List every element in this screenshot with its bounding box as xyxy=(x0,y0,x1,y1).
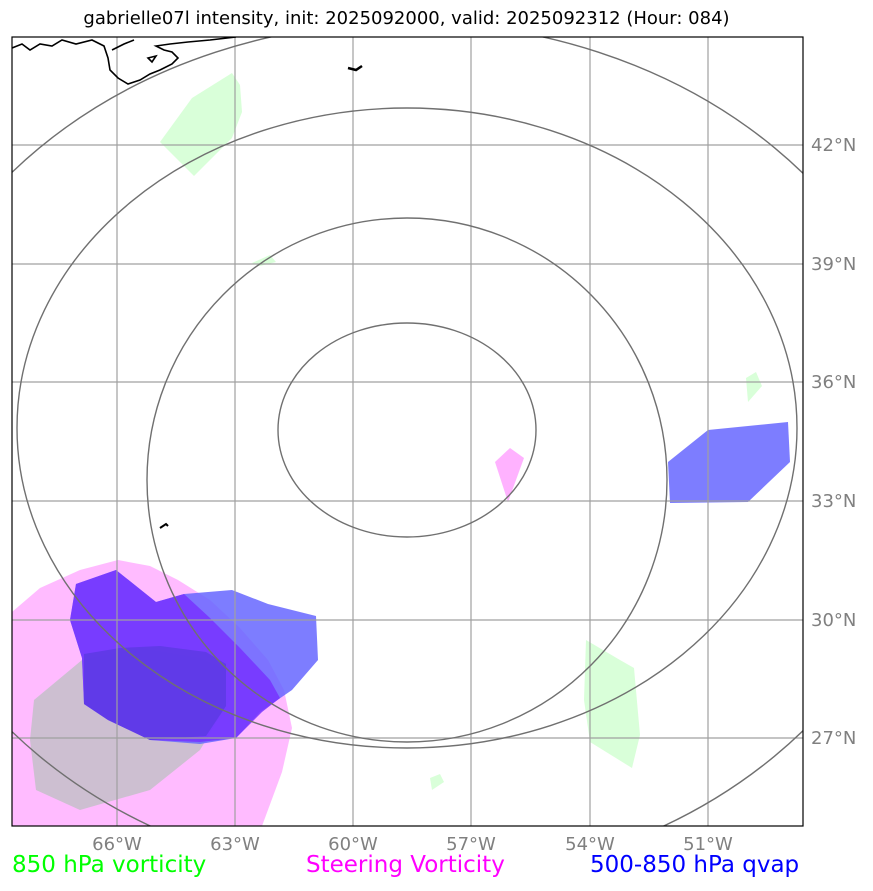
coastline-bermuda xyxy=(159,522,169,529)
vort850-patch-tiny xyxy=(430,774,444,790)
vort850-patch-north xyxy=(160,73,242,176)
range-ring-3 xyxy=(16,107,798,749)
lon-tick-label: 66°W xyxy=(92,834,142,855)
map-plot-area xyxy=(12,37,803,826)
range-rings xyxy=(12,37,803,826)
overlap-dark-patch xyxy=(84,646,226,740)
longitude-ticks: 66°W 63°W 60°W 57°W 54°W 51°W xyxy=(92,834,733,855)
vort850-patch-east xyxy=(746,372,762,402)
lat-tick-label: 36°N xyxy=(811,372,856,393)
range-ring-2 xyxy=(146,217,668,743)
lat-tick-label: 42°N xyxy=(811,135,856,156)
range-ring-1 xyxy=(277,322,537,538)
lat-tick-label: 27°N xyxy=(811,728,856,749)
coastline-sable-island xyxy=(347,64,363,72)
legend-850-vorticity: 850 hPa vorticity xyxy=(12,852,207,878)
lat-tick-label: 30°N xyxy=(811,610,856,631)
latitude-ticks: 27°N 30°N 33°N 36°N 39°N 42°N xyxy=(811,135,856,749)
lat-tick-label: 33°N xyxy=(811,491,856,512)
vort850-patch-southeast xyxy=(584,640,640,768)
coastline-inlet xyxy=(111,39,135,51)
lon-tick-label: 54°W xyxy=(565,834,615,855)
lon-tick-label: 63°W xyxy=(210,834,260,855)
coastlines xyxy=(12,37,363,529)
legend-steering-vorticity: Steering Vorticity xyxy=(306,852,505,878)
qvap-patch-east xyxy=(668,422,790,503)
map-frame xyxy=(11,36,804,827)
steering-patch-small xyxy=(495,448,524,502)
lon-tick-label: 57°W xyxy=(446,834,496,855)
legend-qvap: 500-850 hPa qvap xyxy=(590,852,800,878)
lon-tick-label: 60°W xyxy=(328,834,378,855)
coastline-island-1 xyxy=(146,54,158,64)
lat-tick-label: 39°N xyxy=(811,254,856,275)
gridlines xyxy=(12,37,803,826)
chart-title: gabrielle07l intensity, init: 2025092000… xyxy=(83,8,730,29)
coastline-nova-scotia xyxy=(12,37,237,85)
lon-tick-label: 51°W xyxy=(683,834,733,855)
